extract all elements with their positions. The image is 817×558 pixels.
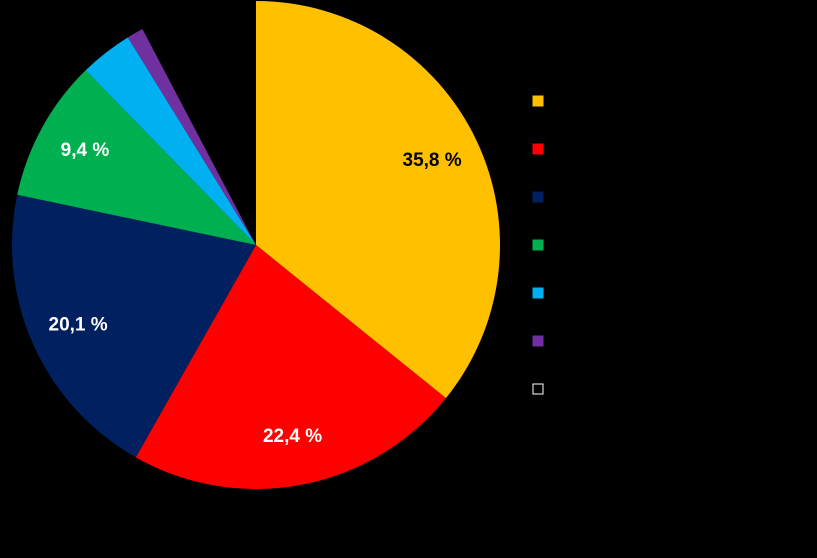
- pie-slice: [11, 194, 257, 458]
- pie-slice: [135, 245, 446, 489]
- legend-swatch: [532, 287, 544, 299]
- pie-slice: [85, 37, 256, 245]
- pie-slice: [256, 1, 500, 399]
- legend-swatch: [532, 239, 544, 251]
- data-label: 9,4 %: [61, 140, 110, 161]
- data-label: 22,4 %: [263, 426, 322, 447]
- pie-slice: [127, 29, 256, 246]
- data-label: 35,8 %: [403, 150, 462, 171]
- legend-swatch: [532, 383, 544, 395]
- legend-swatch: [532, 335, 544, 347]
- pie-slice: [142, 1, 256, 245]
- data-label: 20,1 %: [49, 314, 108, 335]
- legend-swatch: [532, 143, 544, 155]
- pie-slice: [17, 70, 257, 246]
- legend-swatch: [532, 95, 544, 107]
- legend-swatch: [532, 191, 544, 203]
